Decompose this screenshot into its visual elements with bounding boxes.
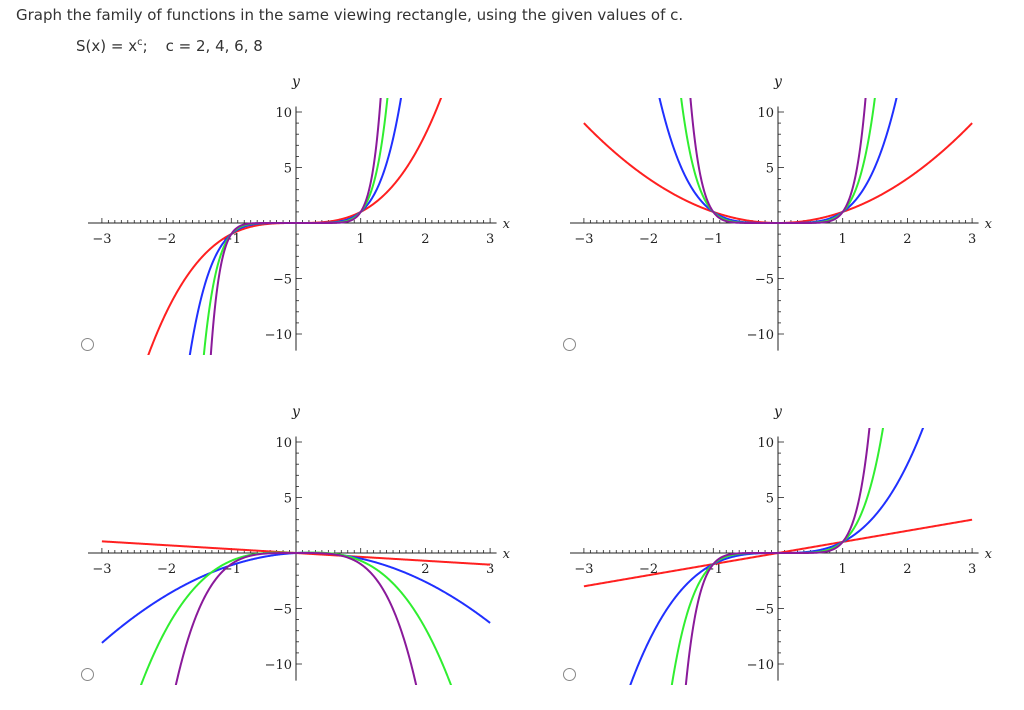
series-curve-4: [689, 98, 867, 224]
x-tick-label: −2: [157, 562, 176, 577]
x-axis-label: x: [503, 547, 511, 562]
x-tick-label: −1: [222, 562, 241, 577]
y-axis-label: y: [773, 404, 783, 420]
x-tick-label: 1: [357, 232, 365, 247]
x-tick-label: 1: [839, 232, 847, 247]
x-tick-label: −3: [92, 562, 111, 577]
y-tick-label: −5: [273, 603, 292, 618]
y-axis-label: y: [773, 74, 783, 90]
x-axis-label: x: [985, 217, 993, 232]
x-tick-label: −3: [92, 232, 111, 247]
y-tick-label: 5: [284, 162, 292, 177]
x-tick-label: −2: [639, 232, 658, 247]
x-tick-label: −2: [639, 562, 658, 577]
y-tick-label: 10: [275, 436, 292, 451]
graph-2: x y −3 −2 −1 1 2 3 10 5 −5 −10: [570, 74, 993, 351]
y-axis-label: y: [291, 404, 301, 420]
answer-radio-4[interactable]: [563, 668, 576, 681]
x-tick-label: 3: [486, 232, 494, 247]
x-tick-label: 2: [421, 232, 429, 247]
y-axis-label: y: [291, 74, 301, 90]
x-tick-label: −1: [704, 232, 723, 247]
y-tick-label: 10: [757, 106, 774, 121]
answer-radio-3[interactable]: [81, 668, 94, 681]
y-tick-label: −10: [265, 658, 292, 673]
x-tick-label: 3: [968, 232, 976, 247]
x-tick-label: 2: [903, 232, 911, 247]
y-tick-label: 5: [766, 492, 774, 507]
x-tick-label: −3: [574, 562, 593, 577]
answer-radio-1[interactable]: [81, 338, 94, 351]
function-definition: S(x) = xc; c = 2, 4, 6, 8: [76, 37, 263, 55]
y-tick-label: −5: [273, 273, 292, 288]
x-axis-label: x: [503, 217, 511, 232]
y-tick-label: 5: [766, 162, 774, 177]
y-tick-label: −10: [265, 328, 292, 343]
y-tick-label: −5: [755, 273, 774, 288]
graph-3: x y −3 −2 −1 2 3 10 5 −5 −10: [88, 404, 511, 685]
y-tick-label: 5: [284, 492, 292, 507]
x-tick-label: 3: [968, 562, 976, 577]
x-tick-label: −2: [157, 232, 176, 247]
x-tick-label: 2: [421, 562, 429, 577]
y-tick-label: −10: [747, 328, 774, 343]
question-prompt: Graph the family of functions in the sam…: [16, 6, 684, 24]
y-tick-label: −10: [747, 658, 774, 673]
graph-option-a: [0, 0, 1, 1]
y-tick-label: 10: [757, 436, 774, 451]
x-tick-label: 2: [903, 562, 911, 577]
answer-radio-2[interactable]: [563, 338, 576, 351]
series-curve-4: [209, 98, 382, 355]
series-curve-4: [684, 428, 871, 685]
y-tick-label: 10: [275, 106, 292, 121]
x-axis-label: x: [985, 547, 993, 562]
series-curve-4: [174, 552, 418, 685]
c-values: c = 2, 4, 6, 8: [165, 37, 263, 55]
function-lhs: S(x) = x: [76, 37, 138, 55]
y-tick-label: −5: [755, 603, 774, 618]
x-tick-label: −3: [574, 232, 593, 247]
x-tick-label: 1: [839, 562, 847, 577]
function-exponent: c: [137, 37, 143, 48]
x-tick-label: 3: [486, 562, 494, 577]
function-tail: ;: [142, 37, 148, 55]
